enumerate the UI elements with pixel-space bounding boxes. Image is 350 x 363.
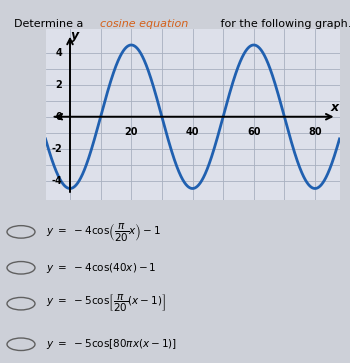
Text: -2: -2: [51, 144, 62, 154]
Text: $y \ = \ -4\cos\!\left(\dfrac{\pi}{20}x\right) - 1$: $y \ = \ -4\cos\!\left(\dfrac{\pi}{20}x\…: [46, 221, 161, 243]
Text: Determine a: Determine a: [14, 19, 87, 29]
Text: $y \ = \ -5\cos\!\left[80\pi x(x-1)\right]$: $y \ = \ -5\cos\!\left[80\pi x(x-1)\righ…: [46, 337, 177, 351]
Text: 0: 0: [56, 112, 62, 122]
Text: for the following graph.: for the following graph.: [217, 19, 350, 29]
Text: 4: 4: [56, 48, 62, 58]
Text: 80: 80: [308, 127, 322, 137]
Text: 60: 60: [247, 127, 260, 137]
Text: $y \ = \ -5\cos\!\left[\dfrac{\pi}{20}(x-1)\right]$: $y \ = \ -5\cos\!\left[\dfrac{\pi}{20}(x…: [46, 293, 165, 314]
Text: y: y: [71, 29, 79, 42]
Text: cosine equation: cosine equation: [100, 19, 188, 29]
Text: -4: -4: [51, 176, 62, 185]
Text: $y \ = \ -4\cos(40x) - 1$: $y \ = \ -4\cos(40x) - 1$: [46, 261, 156, 275]
Text: 20: 20: [125, 127, 138, 137]
Text: 40: 40: [186, 127, 199, 137]
Text: 2: 2: [56, 80, 62, 90]
Text: x: x: [331, 102, 339, 114]
